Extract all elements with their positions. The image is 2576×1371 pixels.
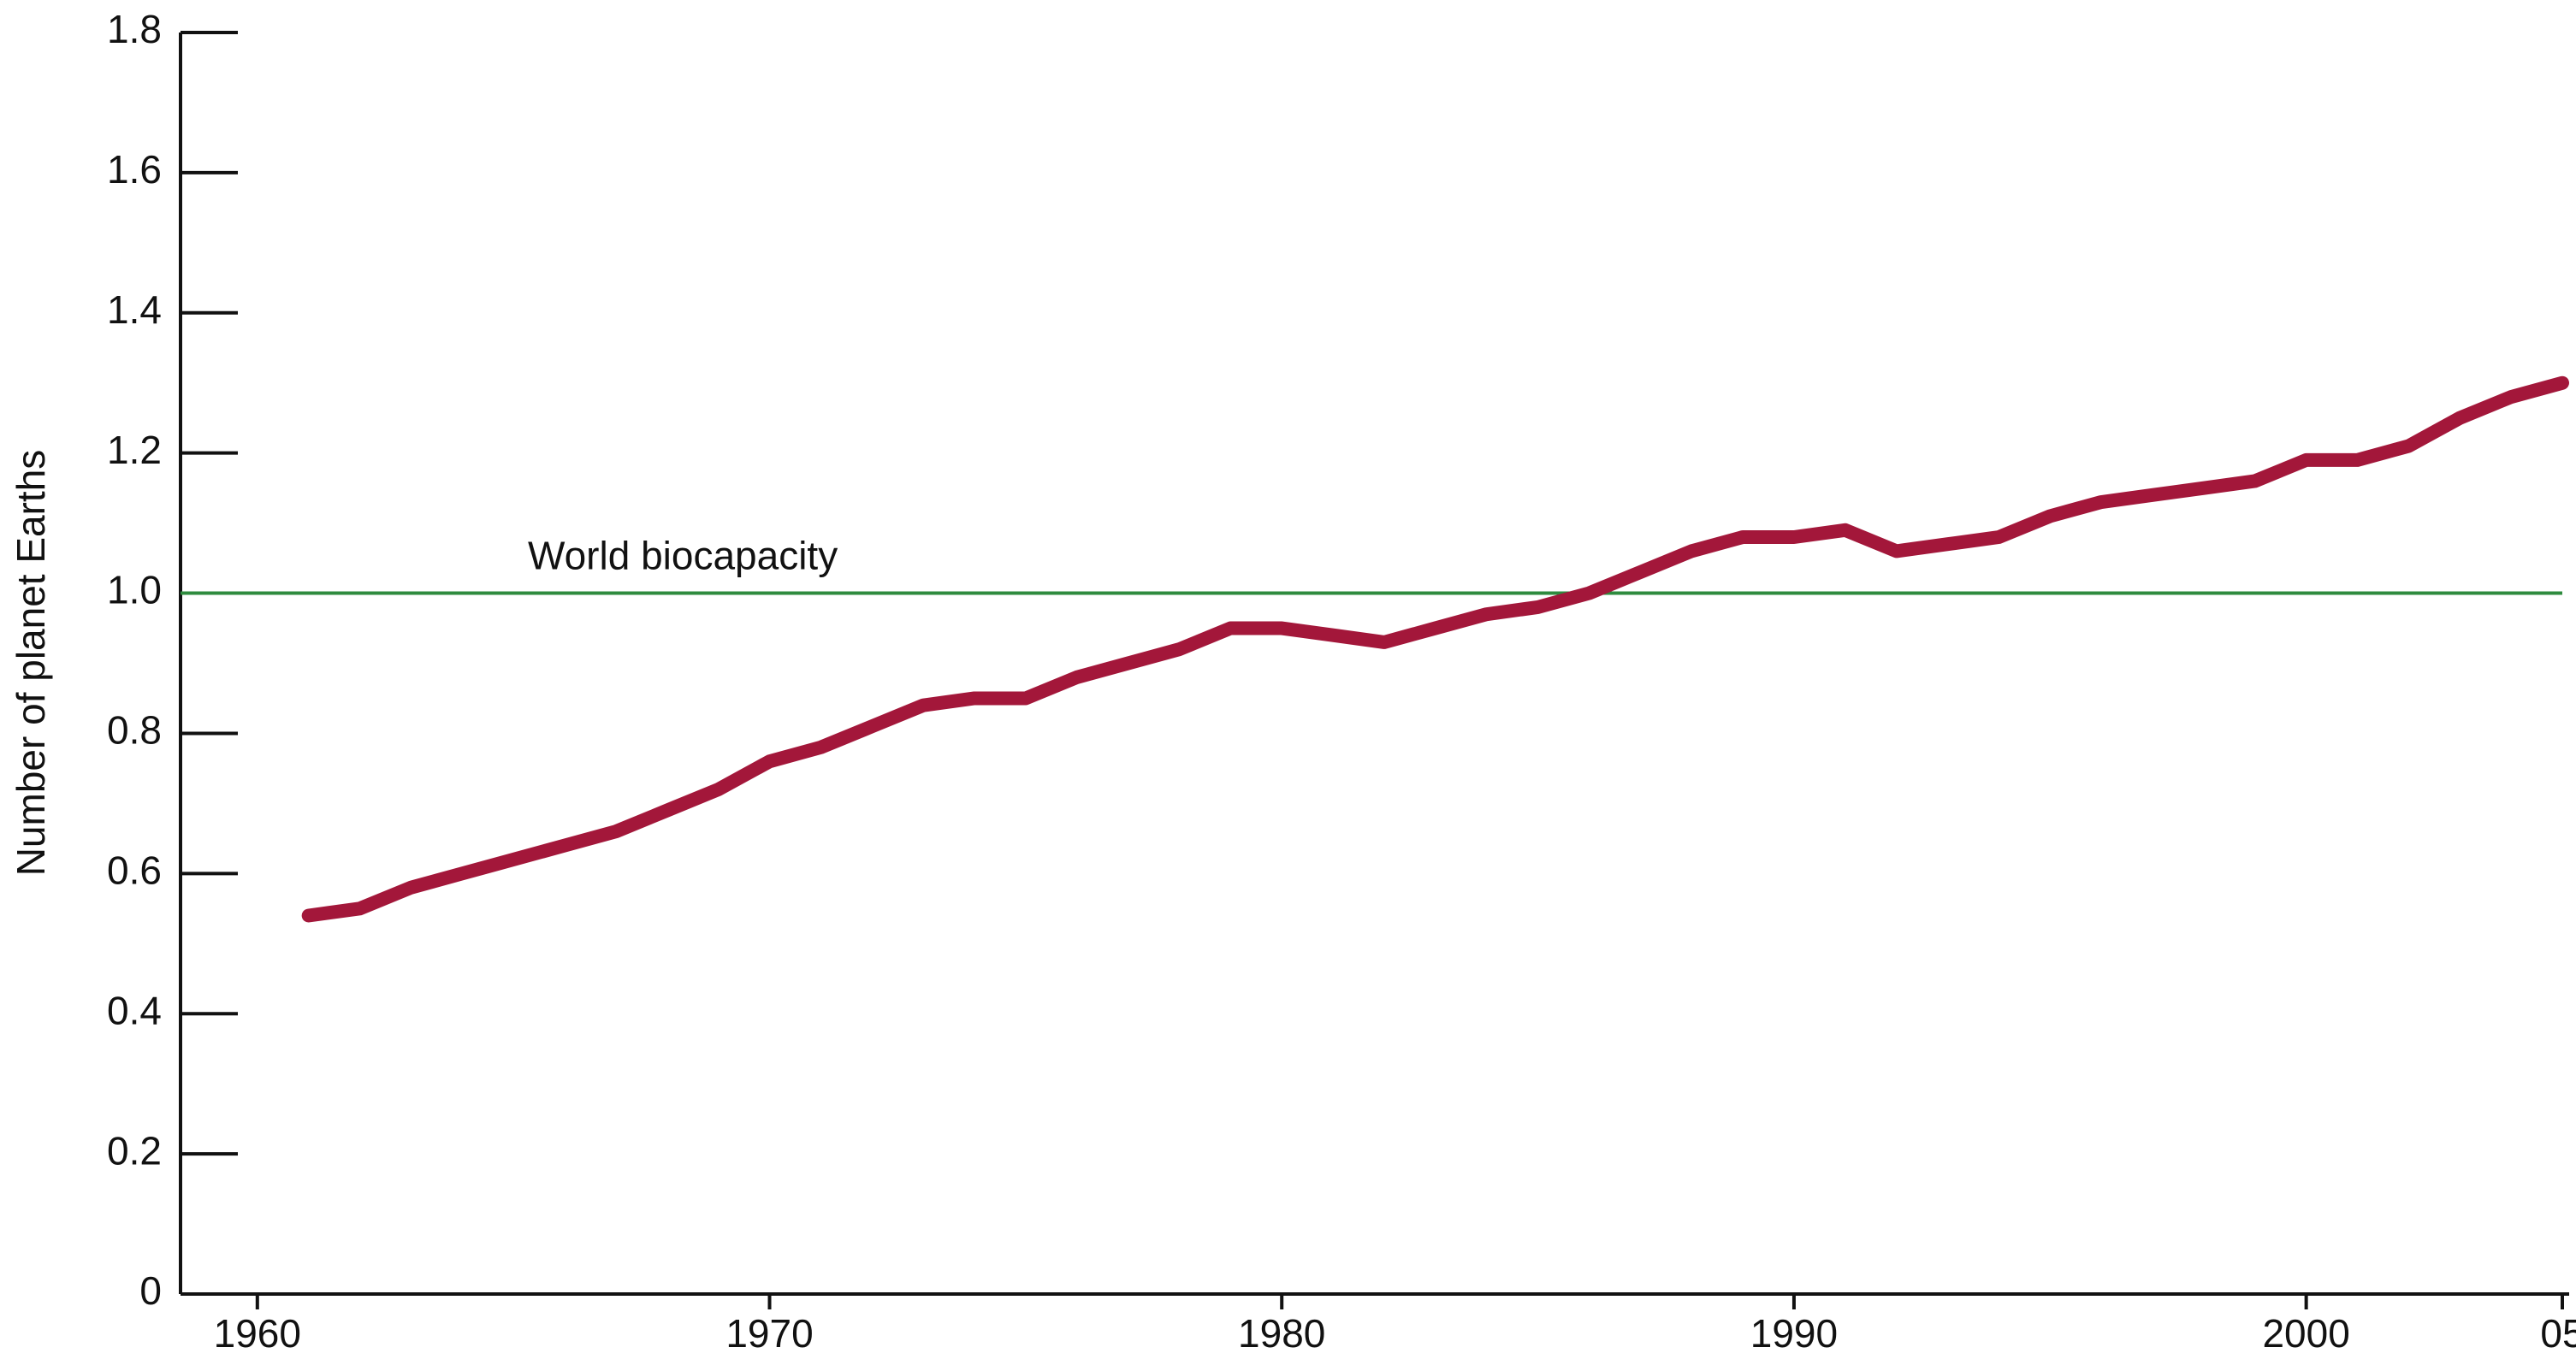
y-tick-label: 0.2 (107, 1128, 162, 1173)
y-tick-label: 0.6 (107, 848, 162, 892)
y-tick-label: 0 (139, 1268, 162, 1313)
reference-label: World biocapacity (528, 534, 838, 578)
x-tick-label: 1980 (1238, 1311, 1325, 1356)
y-tick-label: 0.8 (107, 708, 162, 753)
y-axis-label: Number of planet Earths (9, 450, 53, 877)
x-tick-label: 1960 (214, 1311, 301, 1356)
y-tick-label: 1.6 (107, 147, 162, 192)
x-tick-label: 2000 (2262, 1311, 2349, 1356)
y-tick-label: 1.4 (107, 287, 162, 332)
y-tick-label: 1.2 (107, 428, 162, 472)
data-line (301, 375, 2569, 923)
y-tick-label: 1.8 (107, 7, 162, 51)
x-tick-label: 05 (2540, 1311, 2576, 1356)
y-tick-label: 0.4 (107, 988, 162, 1032)
x-tick-label: 1970 (725, 1311, 813, 1356)
x-tick-label: 1990 (1750, 1311, 1838, 1356)
y-tick-label: 1.0 (107, 568, 162, 612)
